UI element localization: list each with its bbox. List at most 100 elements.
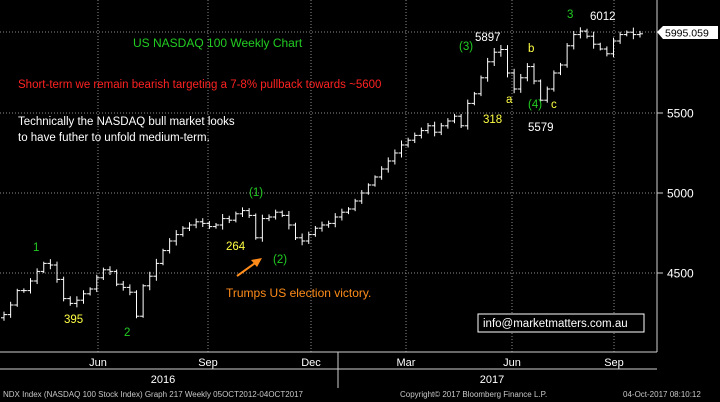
ohlc-bar — [226, 215, 233, 224]
ohlc-bar — [418, 127, 425, 139]
ohlc-bar — [491, 48, 498, 66]
ohlc-bar — [577, 27, 584, 39]
ohlc-bar — [47, 259, 54, 270]
ohlc-bar — [213, 223, 219, 229]
ohlc-bar — [14, 288, 21, 307]
ohlc-bar — [246, 208, 253, 218]
ohlc-bar — [564, 43, 571, 68]
ohlc-bar — [464, 99, 471, 130]
ohlc-bar — [272, 209, 279, 220]
ohlc-bar — [478, 75, 484, 97]
ohlc-bar — [7, 301, 14, 318]
ohlc-bar — [153, 258, 160, 281]
ohlc-bar — [219, 214, 226, 230]
ohlc-bar — [451, 113, 458, 124]
ohlc-bar — [54, 261, 60, 283]
ohlc-bar — [550, 70, 557, 92]
watermark-text: info@marketmatters.com.au — [483, 318, 628, 330]
ohlc-bar — [537, 79, 544, 102]
ohlc-bar — [603, 46, 610, 57]
ohlc-bar — [279, 210, 286, 218]
ohlc-bar — [352, 198, 359, 212]
annotation-label: 5897 — [475, 32, 501, 44]
ohlc-bar — [391, 149, 398, 165]
commentary-line-2: to have futher to unfold medium-term. — [18, 132, 210, 144]
last-price-label: 5995.059 — [665, 28, 709, 40]
ohlc-bar — [378, 166, 385, 180]
ohlc-bar — [20, 288, 27, 293]
annotation-label: (4) — [528, 99, 542, 111]
annotation-label: a — [506, 94, 513, 106]
ohlc-bar — [570, 30, 577, 50]
price-axis: 4500 5000 5500 — [657, 107, 694, 281]
ohlc-bar — [590, 31, 597, 49]
ohlc-bar — [623, 30, 630, 37]
annotation-label: 395 — [64, 314, 83, 326]
ohlc-bar — [345, 207, 352, 215]
ohlc-bar — [107, 266, 113, 275]
ohlc-bar — [444, 118, 451, 129]
ohlc-bar — [166, 238, 173, 254]
ohlc-bar — [93, 274, 100, 293]
chart-subtitle: Short-term we remain bearish targeting a… — [18, 79, 381, 91]
ohlc-bar — [179, 226, 186, 237]
ohlc-bar — [252, 213, 259, 240]
ohlc-bar — [173, 230, 180, 246]
ohlc-bar — [239, 207, 246, 217]
ohlc-bar — [458, 114, 465, 128]
ohlc-bar — [259, 214, 266, 242]
annotation-label: (2) — [273, 254, 287, 266]
price-bars — [1, 27, 643, 321]
ohlc-bar — [511, 68, 518, 94]
time-tick-label: Jun — [503, 357, 521, 369]
ohlc-bar — [425, 122, 431, 134]
wave-annotations: 1 395 2 264 (1) (2) (3) 5897 a b 318 (4)… — [33, 9, 616, 339]
last-price-tag: 5995.059 — [657, 26, 718, 40]
annotation-label: 3 — [567, 9, 573, 21]
annotation-label: (1) — [249, 187, 263, 199]
ohlc-bar — [431, 121, 438, 137]
ohlc-bar — [186, 222, 193, 231]
ohlc-bar — [497, 44, 504, 57]
ohlc-bar — [517, 73, 524, 93]
ohlc-bar — [73, 296, 80, 308]
ohlc-bar — [193, 218, 200, 229]
footer-center: Copyright© 2017 Bloomberg Finance L.P. — [400, 390, 547, 399]
ohlc-bar — [199, 218, 206, 227]
annotation-label: 2 — [124, 327, 130, 339]
ohlc-bar — [87, 287, 94, 296]
price-tick-label: 5000 — [667, 187, 694, 201]
ohlc-bar — [133, 290, 140, 319]
annotation-label: 1 — [33, 242, 39, 254]
price-tick-label: 5500 — [667, 107, 694, 121]
ohlc-bar — [67, 296, 74, 306]
ohlc-bar — [372, 175, 378, 187]
ohlc-bar — [299, 233, 306, 246]
year-label: 2017 — [480, 374, 504, 386]
ohlc-bar — [100, 267, 107, 280]
ohlc-bar — [405, 137, 412, 148]
ohlc-bar — [305, 231, 312, 244]
time-axis: Jun Sep Dec Mar Jun Sep 2016 2017 — [89, 352, 624, 388]
ohlc-bar — [630, 27, 637, 40]
ohlc-bar — [484, 57, 491, 82]
ohlc-bar — [544, 86, 551, 103]
chart-title: US NASDAQ 100 Weekly Chart — [133, 36, 303, 50]
ohlc-bar — [411, 132, 418, 144]
ohlc-bar — [80, 290, 87, 304]
annotation-label: 5579 — [528, 122, 554, 134]
ohlc-bar — [34, 268, 41, 285]
ohlc-bar — [524, 63, 531, 82]
time-tick-label: Jun — [89, 357, 107, 369]
ohlc-bar — [120, 280, 127, 291]
ohlc-bar — [557, 62, 564, 76]
time-tick-label: Sep — [198, 357, 218, 369]
election-arrow-icon — [236, 258, 262, 277]
annotation-label: 318 — [483, 114, 502, 126]
ohlc-bar — [266, 214, 272, 222]
ohlc-bar — [285, 210, 292, 230]
footer-right: 04-Oct-2017 08:10:12 — [623, 390, 701, 399]
price-tick-label: 4500 — [667, 267, 694, 281]
year-label: 2016 — [151, 374, 175, 386]
